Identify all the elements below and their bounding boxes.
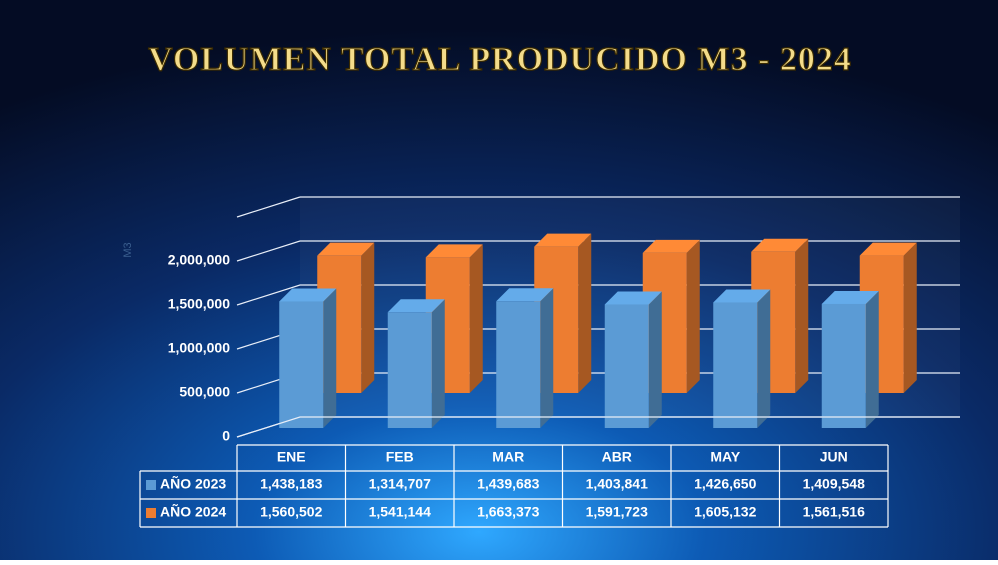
y-tick-label: 2,000,000 [168, 252, 230, 268]
table-cell: 1,409,548 [803, 476, 865, 492]
chart-title: VOLUMEN TOTAL PRODUCIDO M3 - 2024 [148, 41, 852, 78]
legend-label: AÑO 2023 [160, 475, 226, 492]
bar-side [432, 299, 445, 428]
bar [822, 304, 866, 428]
table-cell: 1,438,183 [260, 476, 322, 492]
bar-side [795, 239, 808, 393]
table-cell: 1,663,373 [477, 504, 539, 520]
page: VOLUMEN TOTAL PRODUCIDO M3 - 2024 M3 0 50… [0, 0, 998, 560]
y-axis-label: M3 [122, 242, 134, 257]
x-tick-label: ABR [602, 449, 632, 465]
table-cell: 1,561,516 [803, 504, 865, 520]
table-cell: 1,314,707 [369, 476, 431, 492]
legend-swatch [146, 480, 156, 490]
y-tick-label: 1,500,000 [168, 296, 230, 312]
bar-side [649, 291, 662, 428]
bar-side [866, 291, 879, 428]
table-cell: 1,426,650 [694, 476, 756, 492]
bar [605, 304, 649, 428]
table-cell: 1,439,683 [477, 476, 539, 492]
bar-side [757, 289, 770, 428]
bar-side [904, 243, 917, 393]
bar-side [540, 288, 553, 428]
bar-side [323, 288, 336, 428]
table-cell: 1,605,132 [694, 504, 756, 520]
bar [388, 312, 432, 428]
table-cell: 1,560,502 [260, 504, 322, 520]
table-cell: 1,403,841 [586, 476, 648, 492]
table-cell: 1,541,144 [369, 504, 431, 520]
chart: VOLUMEN TOTAL PRODUCIDO M3 - 2024 M3 0 50… [0, 0, 998, 560]
bar [496, 301, 540, 428]
y-tick-label: 0 [222, 428, 230, 444]
x-tick-label: FEB [386, 449, 414, 465]
x-tick-label: MAY [710, 449, 740, 465]
legend-label: AÑO 2024 [160, 503, 226, 520]
legend-swatch [146, 508, 156, 518]
bar-side [687, 240, 700, 393]
y-tick-label: 1,000,000 [168, 340, 230, 356]
x-tick-label: MAR [492, 449, 524, 465]
table-cell: 1,591,723 [586, 504, 648, 520]
x-tick-label: ENE [277, 449, 306, 465]
bar-side [361, 243, 374, 393]
bar-side [470, 244, 483, 393]
x-tick-label: JUN [820, 449, 848, 465]
bar [713, 302, 757, 428]
y-tick-label: 500,000 [179, 384, 230, 400]
bar [279, 301, 323, 428]
bar-side [578, 234, 591, 393]
